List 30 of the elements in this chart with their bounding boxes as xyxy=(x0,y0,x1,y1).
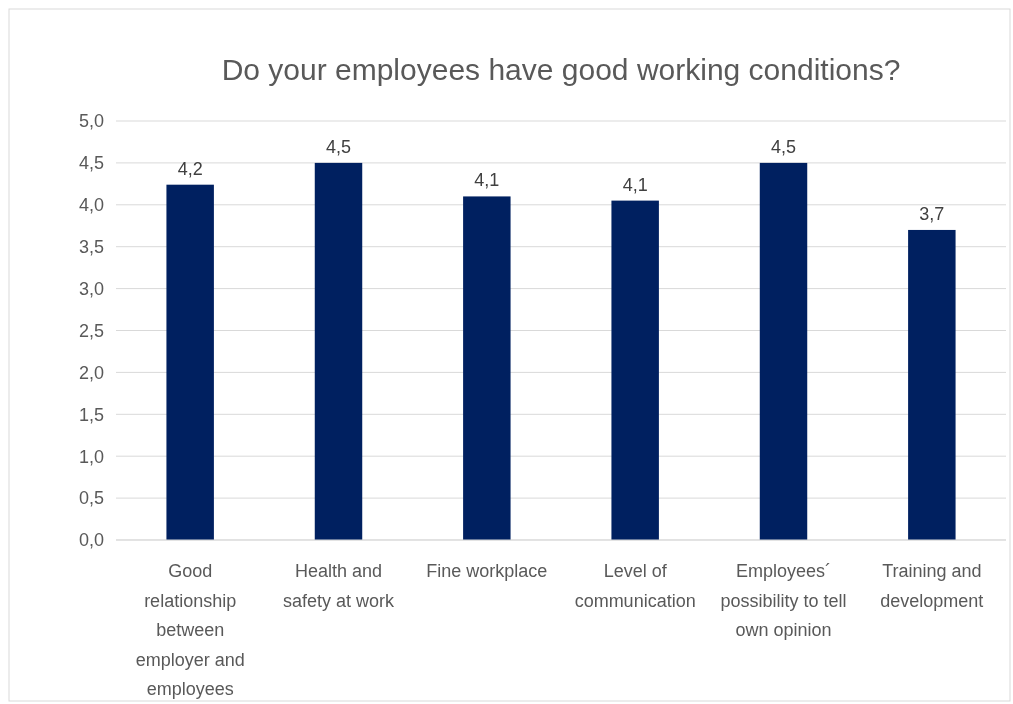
data-label: 4,5 xyxy=(770,136,797,157)
x-tick-label: Fine workplace xyxy=(426,561,548,581)
data-label: 4,5 xyxy=(325,136,352,157)
bar xyxy=(166,184,214,540)
y-tick-label: 4,5 xyxy=(78,153,104,174)
bar xyxy=(908,229,956,540)
y-tick-label: 2,5 xyxy=(78,320,104,341)
x-tick-label: Training and development xyxy=(880,561,984,611)
data-label: 4,2 xyxy=(177,158,203,179)
x-tick-label: Level of communication xyxy=(574,561,696,611)
y-tick-label: 1,5 xyxy=(78,404,104,425)
data-label: 4,1 xyxy=(622,174,648,195)
y-tick-label: 1,0 xyxy=(78,446,104,467)
data-label: 3,7 xyxy=(919,203,945,224)
x-tick-label: Health and safety at work xyxy=(282,561,396,611)
y-tick-label: 5,0 xyxy=(78,111,104,132)
bar xyxy=(611,200,659,540)
chart-title: Do your employees have good working conditions? xyxy=(221,53,901,86)
y-tick-label: 0,0 xyxy=(78,530,104,551)
x-tick-label: Good relationship between employer and employees xyxy=(135,561,245,699)
data-label: 4,1 xyxy=(474,170,500,191)
y-tick-label: 0,5 xyxy=(78,488,104,509)
y-tick-label: 4,0 xyxy=(78,195,104,216)
y-tick-label: 3,0 xyxy=(78,278,104,299)
y-tick-label: 2,0 xyxy=(78,362,104,383)
y-tick-label: 3,5 xyxy=(78,237,104,257)
bar xyxy=(759,162,808,540)
bar xyxy=(463,196,511,540)
x-tick-label: Employees´ possibility to tell own opinion xyxy=(720,561,847,640)
bar xyxy=(314,162,363,540)
